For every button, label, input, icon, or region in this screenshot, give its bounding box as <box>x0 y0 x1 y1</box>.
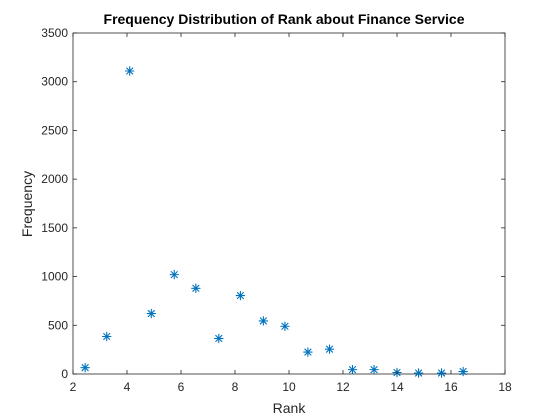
x-tick-label: 2 <box>70 380 77 394</box>
y-tick-label: 500 <box>48 318 68 332</box>
data-point <box>458 366 468 377</box>
data-point <box>146 308 157 319</box>
y-axis: 0 500 1000 1500 2000 2500 3000 3500 <box>41 26 505 381</box>
data-point <box>280 321 290 332</box>
x-tick-label: 12 <box>336 380 350 394</box>
x-tick-label: 8 <box>232 380 239 394</box>
y-tick-label: 0 <box>61 367 68 381</box>
x-axis-label: Rank <box>273 400 307 416</box>
data-point <box>347 364 358 375</box>
data-points <box>80 66 468 378</box>
data-point <box>124 66 135 76</box>
data-point <box>214 333 224 344</box>
plot-box <box>72 32 506 375</box>
x-axis: 2 4 6 8 10 12 14 16 18 <box>70 33 512 394</box>
data-point <box>235 290 246 301</box>
data-point <box>324 344 335 354</box>
data-point <box>258 316 269 326</box>
y-tick-label: 2500 <box>41 123 68 137</box>
x-tick-label: 4 <box>124 380 131 394</box>
plot-area <box>72 32 506 375</box>
x-tick-label: 18 <box>498 380 512 394</box>
data-point <box>436 368 447 378</box>
data-point <box>369 364 379 375</box>
y-tick-label: 2000 <box>41 172 68 186</box>
x-tick-label: 14 <box>390 380 404 394</box>
x-tick-label: 6 <box>178 380 185 394</box>
data-point <box>191 283 201 294</box>
x-tick-label: 16 <box>444 380 458 394</box>
x-tick-label: 10 <box>282 380 296 394</box>
data-point <box>80 362 90 373</box>
y-tick-label: 3000 <box>41 75 68 89</box>
y-axis-label: Frequency <box>19 171 35 237</box>
data-point <box>413 368 424 378</box>
y-tick-label: 3500 <box>41 26 68 40</box>
chart-title: Frequency Distribution of Rank about Fin… <box>104 11 465 27</box>
y-tick-label: 1500 <box>41 221 68 235</box>
data-point <box>303 347 313 357</box>
data-point <box>102 331 112 342</box>
data-point <box>169 269 179 280</box>
y-tick-label: 1000 <box>41 270 68 284</box>
